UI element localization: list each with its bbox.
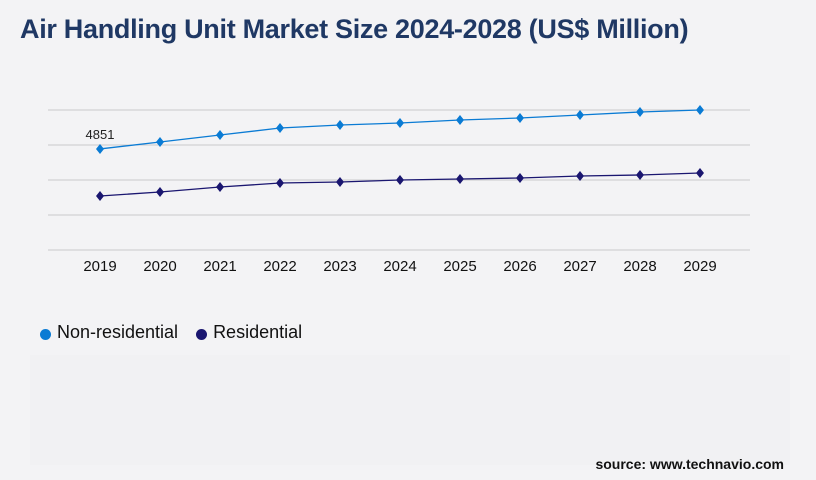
x-tick-label: 2027 bbox=[563, 258, 596, 275]
data-point bbox=[696, 168, 704, 178]
x-tick-label: 2023 bbox=[323, 258, 356, 275]
data-label: 4851 bbox=[86, 127, 115, 142]
data-point bbox=[516, 173, 524, 183]
data-point bbox=[396, 118, 404, 128]
data-point bbox=[696, 105, 704, 115]
source-text: source: www.technavio.com bbox=[595, 456, 784, 472]
data-point bbox=[636, 170, 644, 180]
data-point bbox=[636, 107, 644, 117]
data-point bbox=[216, 182, 224, 192]
data-point bbox=[216, 130, 224, 140]
data-point bbox=[576, 110, 584, 120]
data-point bbox=[456, 174, 464, 184]
x-tick-label: 2021 bbox=[203, 258, 236, 275]
legend-label: Residential bbox=[213, 322, 303, 342]
data-point bbox=[336, 177, 344, 187]
legend-marker-icon bbox=[196, 329, 208, 340]
x-tick-label: 2025 bbox=[443, 258, 476, 275]
data-point bbox=[276, 178, 284, 188]
x-tick-label: 2022 bbox=[263, 258, 296, 275]
data-point bbox=[96, 143, 104, 154]
data-point bbox=[276, 123, 284, 133]
data-point bbox=[396, 175, 404, 185]
data-point bbox=[96, 191, 104, 201]
x-tick-label: 2029 bbox=[683, 258, 716, 275]
legend-item-residential[interactable]: Residential bbox=[196, 322, 302, 343]
x-tick-label: 2020 bbox=[143, 258, 176, 275]
legend-panel bbox=[30, 355, 790, 465]
data-point bbox=[516, 113, 524, 123]
data-point bbox=[156, 137, 164, 147]
data-point bbox=[576, 171, 584, 181]
x-tick-label: 2026 bbox=[503, 258, 536, 275]
legend: Non-residential Residential bbox=[40, 322, 302, 343]
x-tick-label: 2024 bbox=[383, 258, 416, 275]
series-line-non-residential bbox=[99, 109, 701, 150]
legend-label: Non-residential bbox=[57, 322, 179, 342]
chart-title: Air Handling Unit Market Size 2024-2028 … bbox=[20, 14, 689, 44]
data-point bbox=[156, 187, 164, 197]
data-point bbox=[336, 120, 344, 130]
x-tick-label: 2019 bbox=[83, 258, 116, 275]
legend-item-non-residential[interactable]: Non-residential bbox=[40, 322, 178, 343]
legend-marker-icon bbox=[40, 329, 51, 340]
x-tick-label: 2028 bbox=[623, 258, 656, 275]
data-point bbox=[456, 115, 464, 125]
